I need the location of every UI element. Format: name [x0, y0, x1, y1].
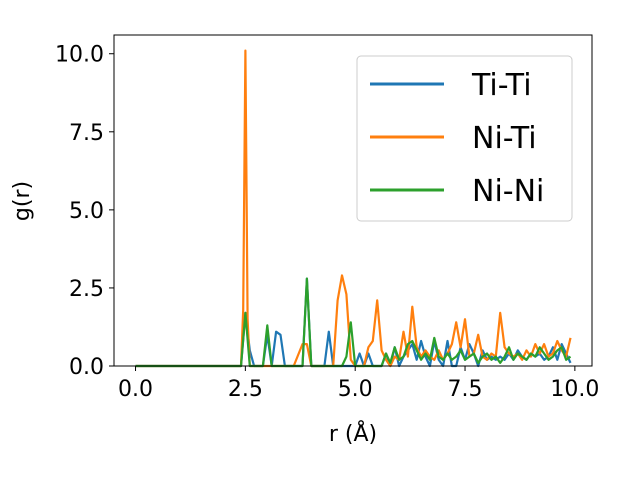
- legend-items: Ti-Ti Ni-Ti Ni-Ni: [370, 68, 544, 209]
- legend-label-ti-ti: Ti-Ti: [471, 68, 532, 103]
- y-axis-label: g(r): [10, 181, 35, 221]
- y-tick-label: 7.5: [69, 121, 104, 146]
- legend-box: [356, 55, 573, 222]
- x-tick-label: 7.5: [448, 377, 483, 402]
- x-tick-label: 10.0: [550, 377, 599, 402]
- y-tick-label: 0.0: [69, 355, 104, 380]
- y-tick-label: 10.0: [55, 43, 104, 68]
- series-line-ni-ni: [135, 277, 572, 368]
- legend-label-ni-ni: Ni-Ni: [472, 174, 544, 209]
- ticks-layer: 0.0 2.5 5.0 7.5 10.0 0.0 2.5 5.0 7.5 10.0: [55, 43, 599, 402]
- x-tick-label: 0.0: [118, 377, 153, 402]
- x-axis-label: r (Å): [329, 420, 377, 447]
- legend-label-ni-ti: Ni-Ti: [472, 121, 537, 156]
- plot-frame: [113, 34, 593, 367]
- x-tick-label: 5.0: [338, 377, 373, 402]
- y-tick-label: 2.5: [69, 277, 104, 302]
- x-tick-label: 2.5: [228, 377, 263, 402]
- legend: Ti-Ti Ni-Ti Ni-Ni: [356, 55, 573, 222]
- y-tick-label: 5.0: [69, 199, 104, 224]
